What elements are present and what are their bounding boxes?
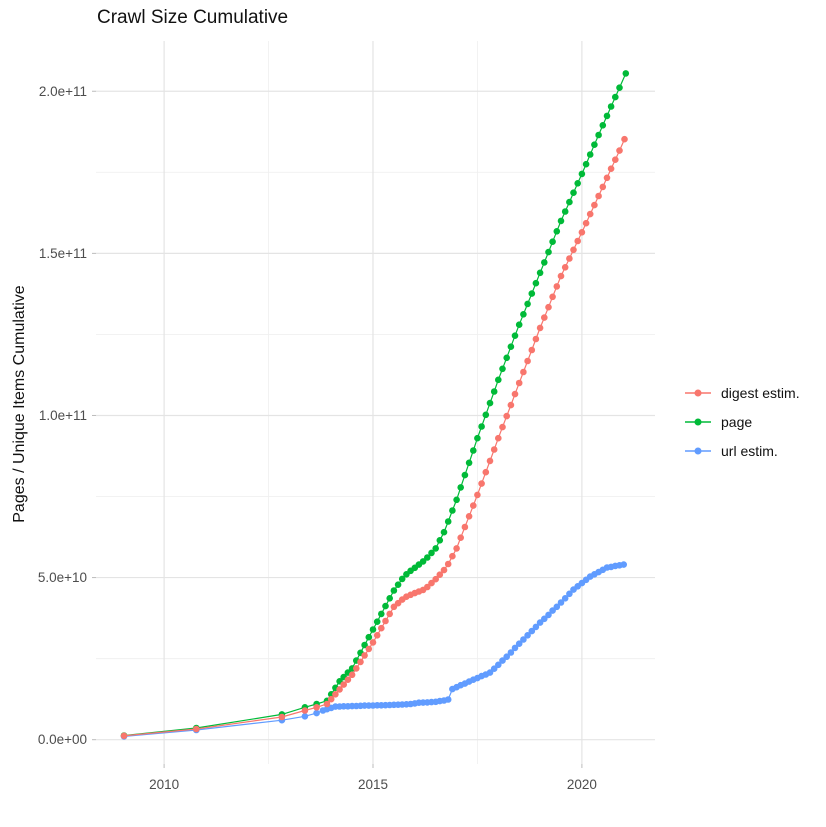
legend-label-digest-estim: digest estim. [721, 384, 800, 401]
chart-title: Crawl Size Cumulative [97, 7, 289, 28]
svg-text:5.0e+10: 5.0e+10 [38, 570, 87, 585]
svg-text:2.0e+11: 2.0e+11 [39, 84, 87, 99]
svg-text:1.5e+11: 1.5e+11 [39, 246, 87, 261]
legend-item-page: page [683, 407, 800, 436]
legend-item-digest-estim: digest estim. [683, 378, 800, 407]
svg-text:2015: 2015 [358, 777, 388, 792]
legend-key-url-icon [685, 447, 711, 454]
svg-text:2020: 2020 [567, 777, 597, 792]
legend-key-page-icon [685, 418, 711, 425]
svg-text:0.0e+00: 0.0e+00 [38, 732, 87, 747]
legend: digest estim. page url estim. [683, 378, 800, 465]
legend-item-url-estim: url estim. [683, 436, 800, 465]
legend-label-url-estim: url estim. [721, 442, 778, 459]
svg-text:1.0e+11: 1.0e+11 [39, 408, 87, 423]
legend-key-digest-icon [685, 389, 711, 396]
legend-label-page: page [721, 413, 753, 430]
svg-text:2010: 2010 [149, 777, 179, 792]
y-axis-title: Pages / Unique Items Cumulative [11, 285, 28, 523]
